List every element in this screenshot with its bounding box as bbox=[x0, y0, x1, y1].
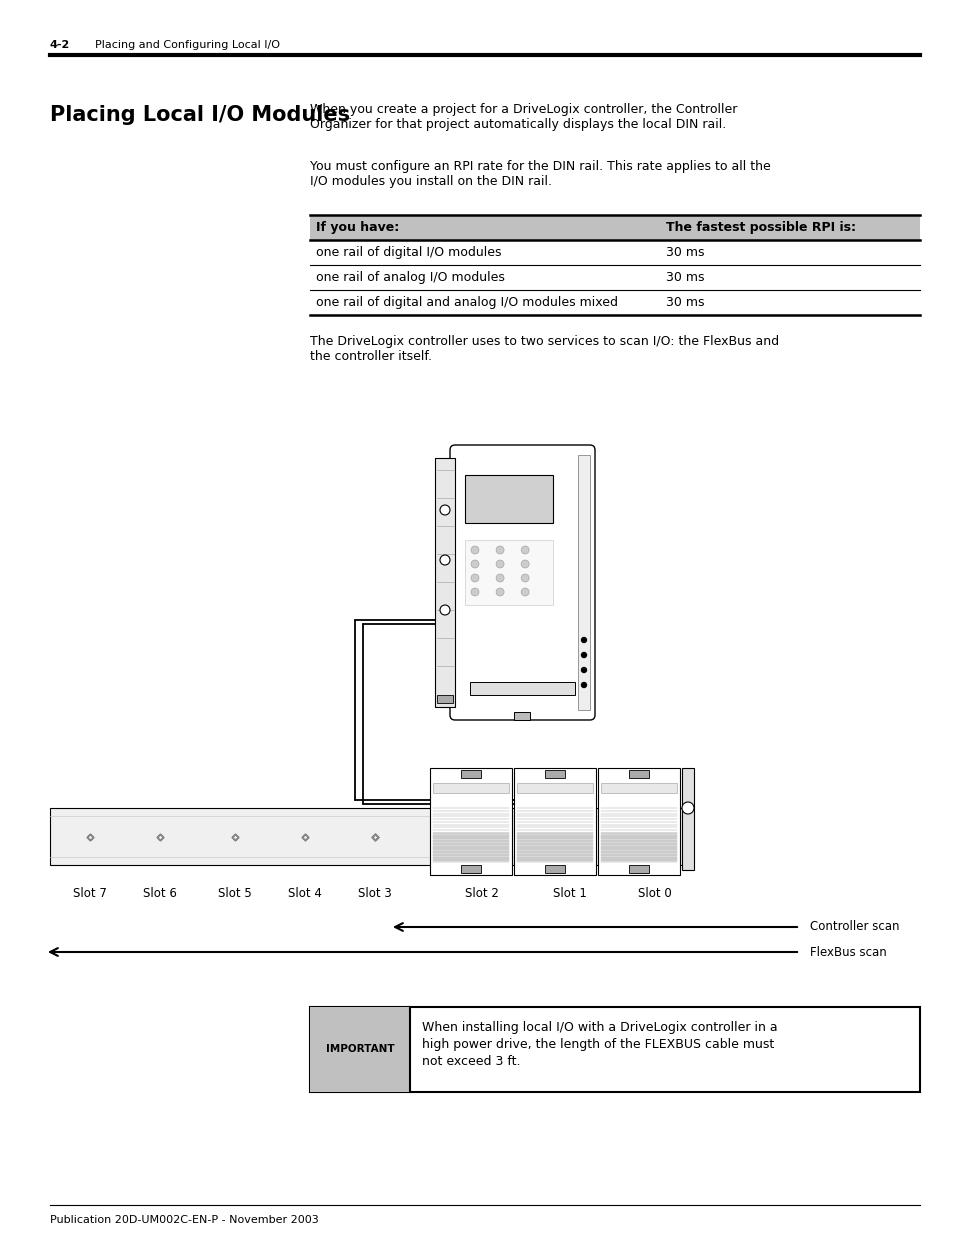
Text: FlexBus scan: FlexBus scan bbox=[809, 946, 886, 958]
Text: Slot 1: Slot 1 bbox=[553, 887, 586, 900]
Text: Slot 3: Slot 3 bbox=[357, 887, 392, 900]
Circle shape bbox=[581, 667, 586, 673]
Text: the controller itself.: the controller itself. bbox=[310, 350, 432, 363]
Text: Slot 2: Slot 2 bbox=[464, 887, 498, 900]
Bar bbox=[460, 864, 480, 873]
Circle shape bbox=[581, 652, 586, 657]
Bar bbox=[435, 458, 455, 706]
Text: 30 ms: 30 ms bbox=[665, 296, 703, 309]
Text: When installing local I/O with a DriveLogix controller in a: When installing local I/O with a DriveLo… bbox=[421, 1021, 777, 1034]
Text: The DriveLogix controller uses to two services to scan I/O: the FlexBus and: The DriveLogix controller uses to two se… bbox=[310, 335, 779, 348]
Text: Slot 4: Slot 4 bbox=[288, 887, 321, 900]
Circle shape bbox=[520, 574, 529, 582]
Text: IMPORTANT: IMPORTANT bbox=[325, 1045, 394, 1055]
Bar bbox=[470, 682, 575, 695]
Text: 30 ms: 30 ms bbox=[665, 270, 703, 284]
Circle shape bbox=[581, 683, 586, 688]
Bar bbox=[514, 768, 596, 876]
Bar bbox=[310, 1007, 919, 1092]
Text: Placing Local I/O Modules: Placing Local I/O Modules bbox=[50, 105, 350, 125]
Bar bbox=[578, 454, 589, 710]
Bar bbox=[464, 475, 552, 522]
Bar bbox=[600, 783, 677, 793]
Bar bbox=[430, 768, 512, 876]
Text: Placing and Configuring Local I/O: Placing and Configuring Local I/O bbox=[95, 40, 280, 49]
Text: Controller scan: Controller scan bbox=[809, 920, 899, 934]
Circle shape bbox=[581, 637, 586, 642]
Bar bbox=[464, 540, 552, 605]
Text: Slot 7: Slot 7 bbox=[73, 887, 107, 900]
Circle shape bbox=[439, 605, 450, 615]
Circle shape bbox=[439, 555, 450, 564]
Circle shape bbox=[471, 546, 478, 555]
Text: one rail of analog I/O modules: one rail of analog I/O modules bbox=[315, 270, 504, 284]
Bar bbox=[517, 783, 593, 793]
Circle shape bbox=[471, 588, 478, 597]
Text: When you create a project for a DriveLogix controller, the Controller: When you create a project for a DriveLog… bbox=[310, 103, 737, 116]
Bar bbox=[436, 695, 453, 703]
Text: 4-2: 4-2 bbox=[50, 40, 71, 49]
Text: one rail of digital and analog I/O modules mixed: one rail of digital and analog I/O modul… bbox=[315, 296, 618, 309]
Bar bbox=[544, 864, 564, 873]
Bar bbox=[50, 808, 689, 864]
Text: 30 ms: 30 ms bbox=[665, 246, 703, 259]
FancyBboxPatch shape bbox=[450, 445, 595, 720]
Bar bbox=[628, 769, 648, 778]
Bar bbox=[514, 713, 530, 720]
Circle shape bbox=[520, 559, 529, 568]
Bar bbox=[310, 215, 919, 240]
Text: I/O modules you install on the DIN rail.: I/O modules you install on the DIN rail. bbox=[310, 175, 552, 188]
Text: Slot 5: Slot 5 bbox=[218, 887, 252, 900]
Text: Slot 6: Slot 6 bbox=[143, 887, 176, 900]
Text: If you have:: If you have: bbox=[315, 221, 399, 233]
Circle shape bbox=[439, 505, 450, 515]
Bar bbox=[544, 769, 564, 778]
Circle shape bbox=[496, 546, 503, 555]
Circle shape bbox=[496, 588, 503, 597]
Text: one rail of digital I/O modules: one rail of digital I/O modules bbox=[315, 246, 501, 259]
Bar bbox=[460, 769, 480, 778]
Bar bbox=[681, 768, 693, 869]
Text: high power drive, the length of the FLEXBUS cable must: high power drive, the length of the FLEX… bbox=[421, 1037, 774, 1051]
Text: Organizer for that project automatically displays the local DIN rail.: Organizer for that project automatically… bbox=[310, 119, 725, 131]
Circle shape bbox=[520, 588, 529, 597]
Text: The fastest possible RPI is:: The fastest possible RPI is: bbox=[665, 221, 855, 233]
Text: Slot 0: Slot 0 bbox=[638, 887, 671, 900]
Circle shape bbox=[471, 574, 478, 582]
Circle shape bbox=[471, 559, 478, 568]
Bar bbox=[628, 864, 648, 873]
Circle shape bbox=[520, 546, 529, 555]
Bar bbox=[598, 768, 679, 876]
Circle shape bbox=[496, 574, 503, 582]
Circle shape bbox=[496, 559, 503, 568]
Bar bbox=[433, 783, 509, 793]
Text: You must configure an RPI rate for the DIN rail. This rate applies to all the: You must configure an RPI rate for the D… bbox=[310, 161, 770, 173]
Bar bbox=[310, 1007, 410, 1092]
Text: not exceed 3 ft.: not exceed 3 ft. bbox=[421, 1055, 520, 1068]
Text: Publication 20D-UM002C-EN-P - November 2003: Publication 20D-UM002C-EN-P - November 2… bbox=[50, 1215, 318, 1225]
Circle shape bbox=[681, 802, 693, 814]
